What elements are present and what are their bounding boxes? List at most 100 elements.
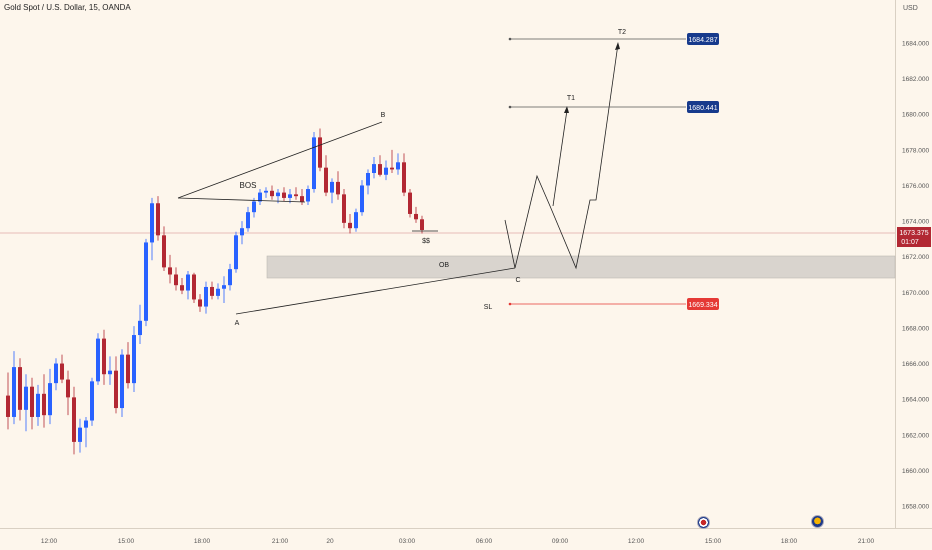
candle-body[interactable] (270, 190, 274, 197)
candle-body[interactable] (150, 203, 154, 243)
candle-body[interactable] (126, 354, 130, 384)
candle-body[interactable] (294, 194, 298, 197)
t1-price-badge[interactable] (687, 101, 719, 113)
candle-body[interactable] (210, 286, 214, 296)
sl-price-badge[interactable] (687, 298, 719, 310)
candle-body[interactable] (168, 267, 172, 275)
candle-body[interactable] (348, 222, 352, 229)
sl-price-label: 1669.334 (688, 302, 717, 309)
candle-body[interactable] (174, 274, 178, 286)
candle-body[interactable] (282, 192, 286, 198)
candle-body[interactable] (114, 370, 118, 409)
candle-body[interactable] (312, 137, 316, 190)
candle-body[interactable] (144, 242, 148, 321)
time-tick-label: 20 (326, 538, 334, 545)
candle-body[interactable] (288, 194, 292, 198)
sl-label: SL (484, 304, 493, 311)
candle-body[interactable] (90, 381, 94, 421)
candle-body[interactable] (372, 164, 376, 173)
candle-body[interactable] (324, 167, 328, 193)
t1-price-label: 1680.441 (688, 105, 717, 112)
candle-body[interactable] (66, 379, 70, 398)
candle-body[interactable] (240, 228, 244, 236)
candle-body[interactable] (342, 194, 346, 223)
candle-body[interactable] (24, 386, 28, 410)
candle-body[interactable] (366, 172, 370, 186)
bos-level-line (177, 197, 306, 203)
point-c-label: C (515, 277, 520, 284)
symbol-title[interactable]: Gold Spot / U.S. Dollar, 15, OANDA (4, 3, 131, 12)
candle-body[interactable] (54, 363, 58, 384)
candle-body[interactable] (252, 201, 256, 213)
candle-body[interactable] (318, 137, 322, 168)
candle-body[interactable] (30, 386, 34, 417)
t1-line-anchor[interactable] (508, 105, 512, 109)
us-flag-event-icon[interactable] (697, 516, 710, 529)
candle-body[interactable] (192, 274, 196, 300)
candle-body[interactable] (108, 370, 112, 375)
candle-body[interactable] (216, 288, 220, 296)
candle-body[interactable] (12, 367, 16, 417)
candle-body[interactable] (384, 167, 388, 175)
t1-label: T1 (567, 95, 575, 102)
candle-body[interactable] (276, 192, 280, 197)
price-tick-label: 1664.000 (902, 397, 929, 404)
candle-body[interactable] (180, 285, 184, 291)
candle-body[interactable] (222, 285, 226, 289)
candle-body[interactable] (132, 335, 136, 384)
candle-body[interactable] (72, 397, 76, 442)
projection-path-t2 (504, 43, 619, 270)
candle-body[interactable] (402, 162, 406, 193)
candle-body[interactable] (60, 363, 64, 380)
candle-body[interactable] (354, 212, 358, 229)
candle-body[interactable] (414, 213, 418, 220)
candle-body[interactable] (306, 189, 310, 202)
candle-body[interactable] (6, 395, 10, 417)
candle-body[interactable] (156, 203, 160, 236)
candle-body[interactable] (42, 393, 46, 416)
candle-body[interactable] (228, 269, 232, 286)
candle-body[interactable] (48, 383, 52, 416)
price-tick-label: 1674.000 (902, 219, 929, 226)
candle-body[interactable] (186, 274, 190, 291)
t2-line-anchor[interactable] (508, 37, 512, 41)
candle-body[interactable] (198, 299, 202, 307)
candle-body[interactable] (36, 393, 40, 417)
candle-body[interactable] (390, 167, 394, 170)
candle-body[interactable] (420, 219, 424, 230)
candle-body[interactable] (258, 192, 262, 202)
candle-body[interactable] (360, 185, 364, 213)
t2-label: T2 (618, 29, 626, 36)
time-tick-label: 15:00 (705, 538, 722, 545)
candle-body[interactable] (138, 320, 142, 336)
t2-price-badge[interactable] (687, 33, 719, 45)
candle-body[interactable] (84, 420, 88, 428)
sl-line-anchor[interactable] (508, 302, 512, 306)
us-flag-event-icon[interactable] (811, 515, 824, 528)
candle-body[interactable] (246, 212, 250, 229)
time-tick-label: 21:00 (272, 538, 289, 545)
current-price-badge[interactable] (897, 227, 931, 247)
candle-body[interactable] (336, 181, 340, 195)
candle-body[interactable] (102, 338, 106, 375)
candle-body[interactable] (162, 235, 166, 268)
candle-body[interactable] (264, 190, 268, 193)
candle-body[interactable] (78, 427, 82, 442)
candle-body[interactable] (408, 192, 412, 214)
time-tick-label: 06:00 (476, 538, 493, 545)
candle-body[interactable] (330, 181, 334, 193)
candle-body[interactable] (120, 354, 124, 409)
candle-body[interactable] (234, 235, 238, 270)
candle-body[interactable] (18, 367, 22, 410)
candle-body[interactable] (378, 164, 382, 175)
candle-body[interactable] (204, 286, 208, 307)
candle-body[interactable] (396, 162, 400, 170)
price-tick-label: 1668.000 (902, 325, 929, 332)
candle-body[interactable] (96, 338, 100, 382)
price-axis-ticks: 1684.000 1682.000 1680.000 1678.000 1676.000… (902, 41, 929, 511)
currency-label[interactable]: USD (903, 5, 918, 12)
candle-body[interactable] (300, 196, 304, 202)
price-tick-label: 1666.000 (902, 361, 929, 368)
